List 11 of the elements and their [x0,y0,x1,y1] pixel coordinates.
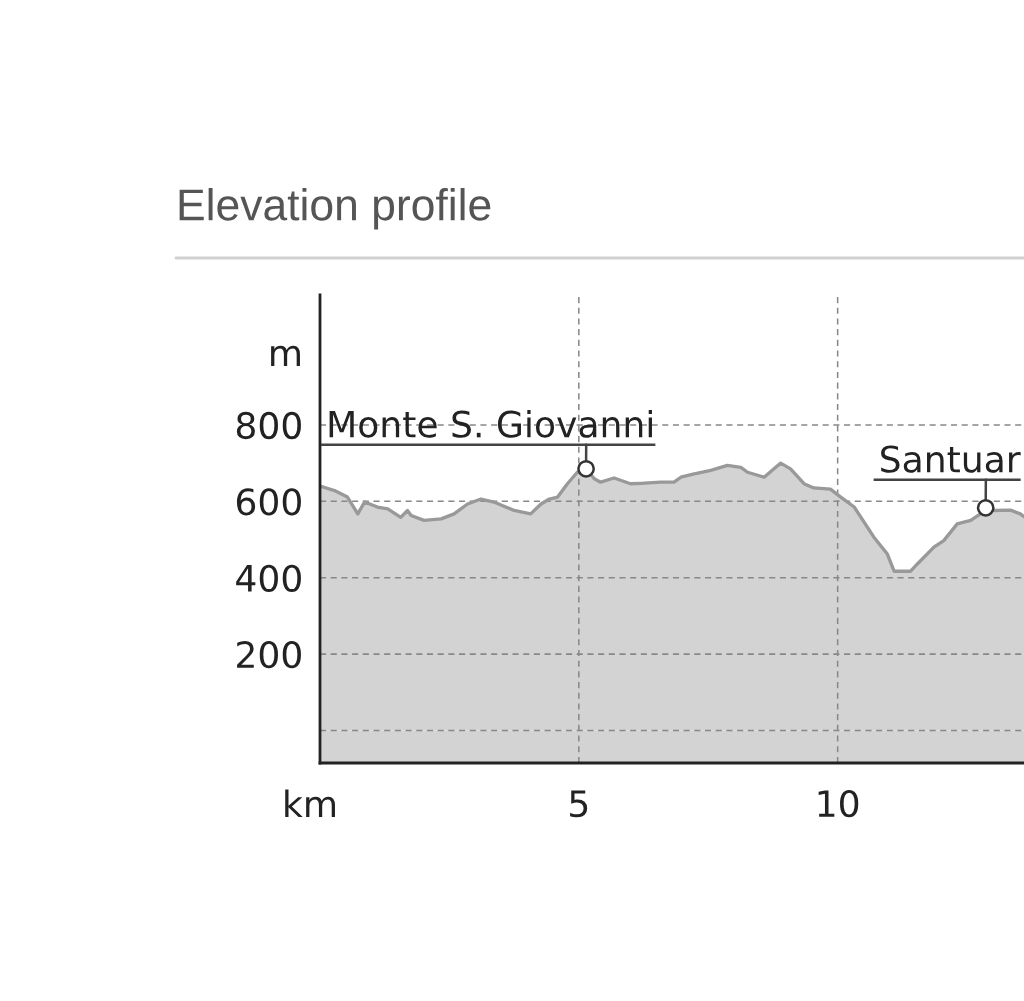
annotation: Monte S. Giovanni [329,409,652,438]
y-tick-label: 200 [237,641,301,669]
y-axis-title: m [271,345,300,366]
annotation: Santuar [881,445,1021,473]
x-tick-label: 10 [818,790,859,818]
y-tick-label: 800 [236,411,301,440]
y-tick-label: 400 [236,564,301,592]
chart-title: Elevation profile [179,188,491,230]
x-axis-title: km [285,789,335,817]
y-tick-label: 600 [236,488,301,516]
x-tick-label: 5 [570,790,588,818]
